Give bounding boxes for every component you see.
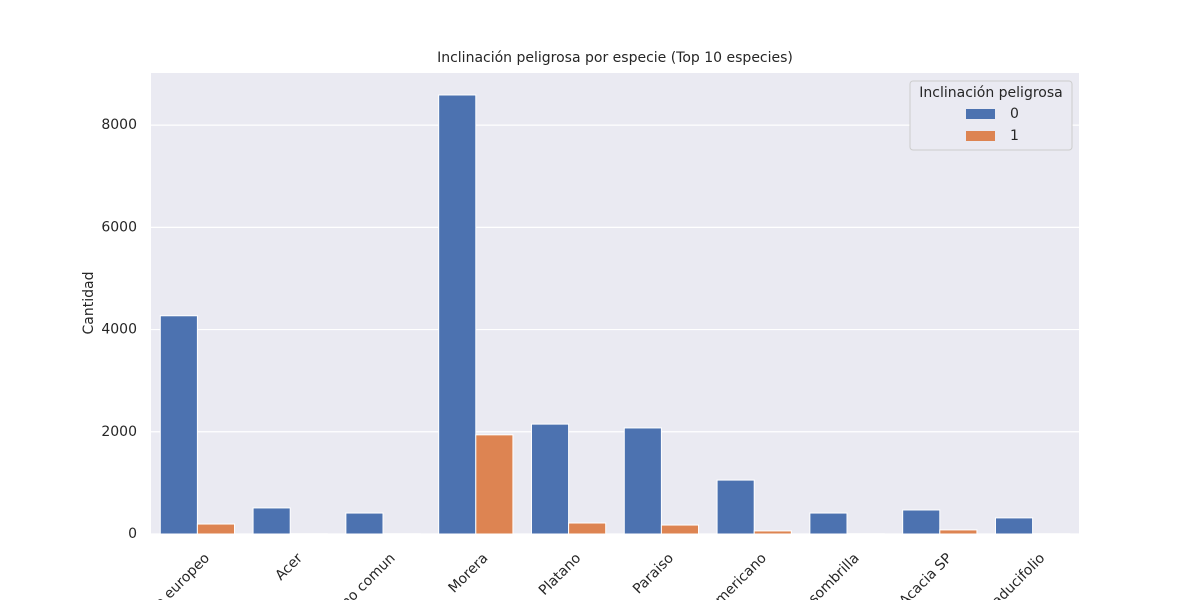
bar [716, 479, 755, 535]
bar [159, 315, 198, 535]
bar [902, 509, 941, 535]
bar [753, 530, 792, 535]
bar [809, 512, 848, 535]
y-axis-label: Cantidad [81, 272, 97, 335]
legend-swatch [966, 131, 995, 141]
x-tick-label: Fresno americano [671, 550, 770, 600]
bar [660, 524, 700, 535]
bar [568, 522, 607, 535]
x-tick-label: Caducifolio [982, 550, 1048, 600]
bar [623, 427, 662, 535]
y-tick-label: 8000 [101, 117, 137, 133]
y-tick-label: 6000 [101, 219, 137, 235]
legend-label: 1 [1010, 128, 1019, 144]
x-tick-label: Acacia SP [896, 550, 955, 600]
y-tick-label: 0 [128, 526, 137, 542]
bar [252, 507, 291, 535]
bar [475, 434, 514, 535]
bar [438, 94, 477, 535]
legend: Inclinación peligrosa 0 1 [909, 80, 1073, 151]
chart-title: Inclinación peligrosa por especie (Top 1… [437, 50, 793, 66]
x-tick-label: Paraiso sombrilla [767, 550, 863, 600]
y-tick-label: 2000 [101, 424, 137, 440]
bar [345, 512, 384, 535]
y-tick-label: 4000 [101, 322, 137, 338]
x-tick-label: Morera [445, 550, 491, 596]
x-tick-label: Paraiso [630, 550, 677, 597]
legend-label: 0 [1010, 106, 1019, 122]
x-tick-label: Olmo comun [324, 550, 398, 600]
x-tick-label: Acer [272, 550, 306, 584]
bar [939, 529, 978, 535]
x-tick-label: Platano [536, 550, 584, 598]
bar [530, 423, 570, 535]
bars [159, 94, 1071, 535]
bar [994, 517, 1034, 535]
bar [196, 523, 236, 535]
x-tick-label: Fresno europeo [125, 550, 213, 600]
legend-swatch [966, 109, 995, 119]
legend-title: Inclinación peligrosa [919, 85, 1062, 101]
